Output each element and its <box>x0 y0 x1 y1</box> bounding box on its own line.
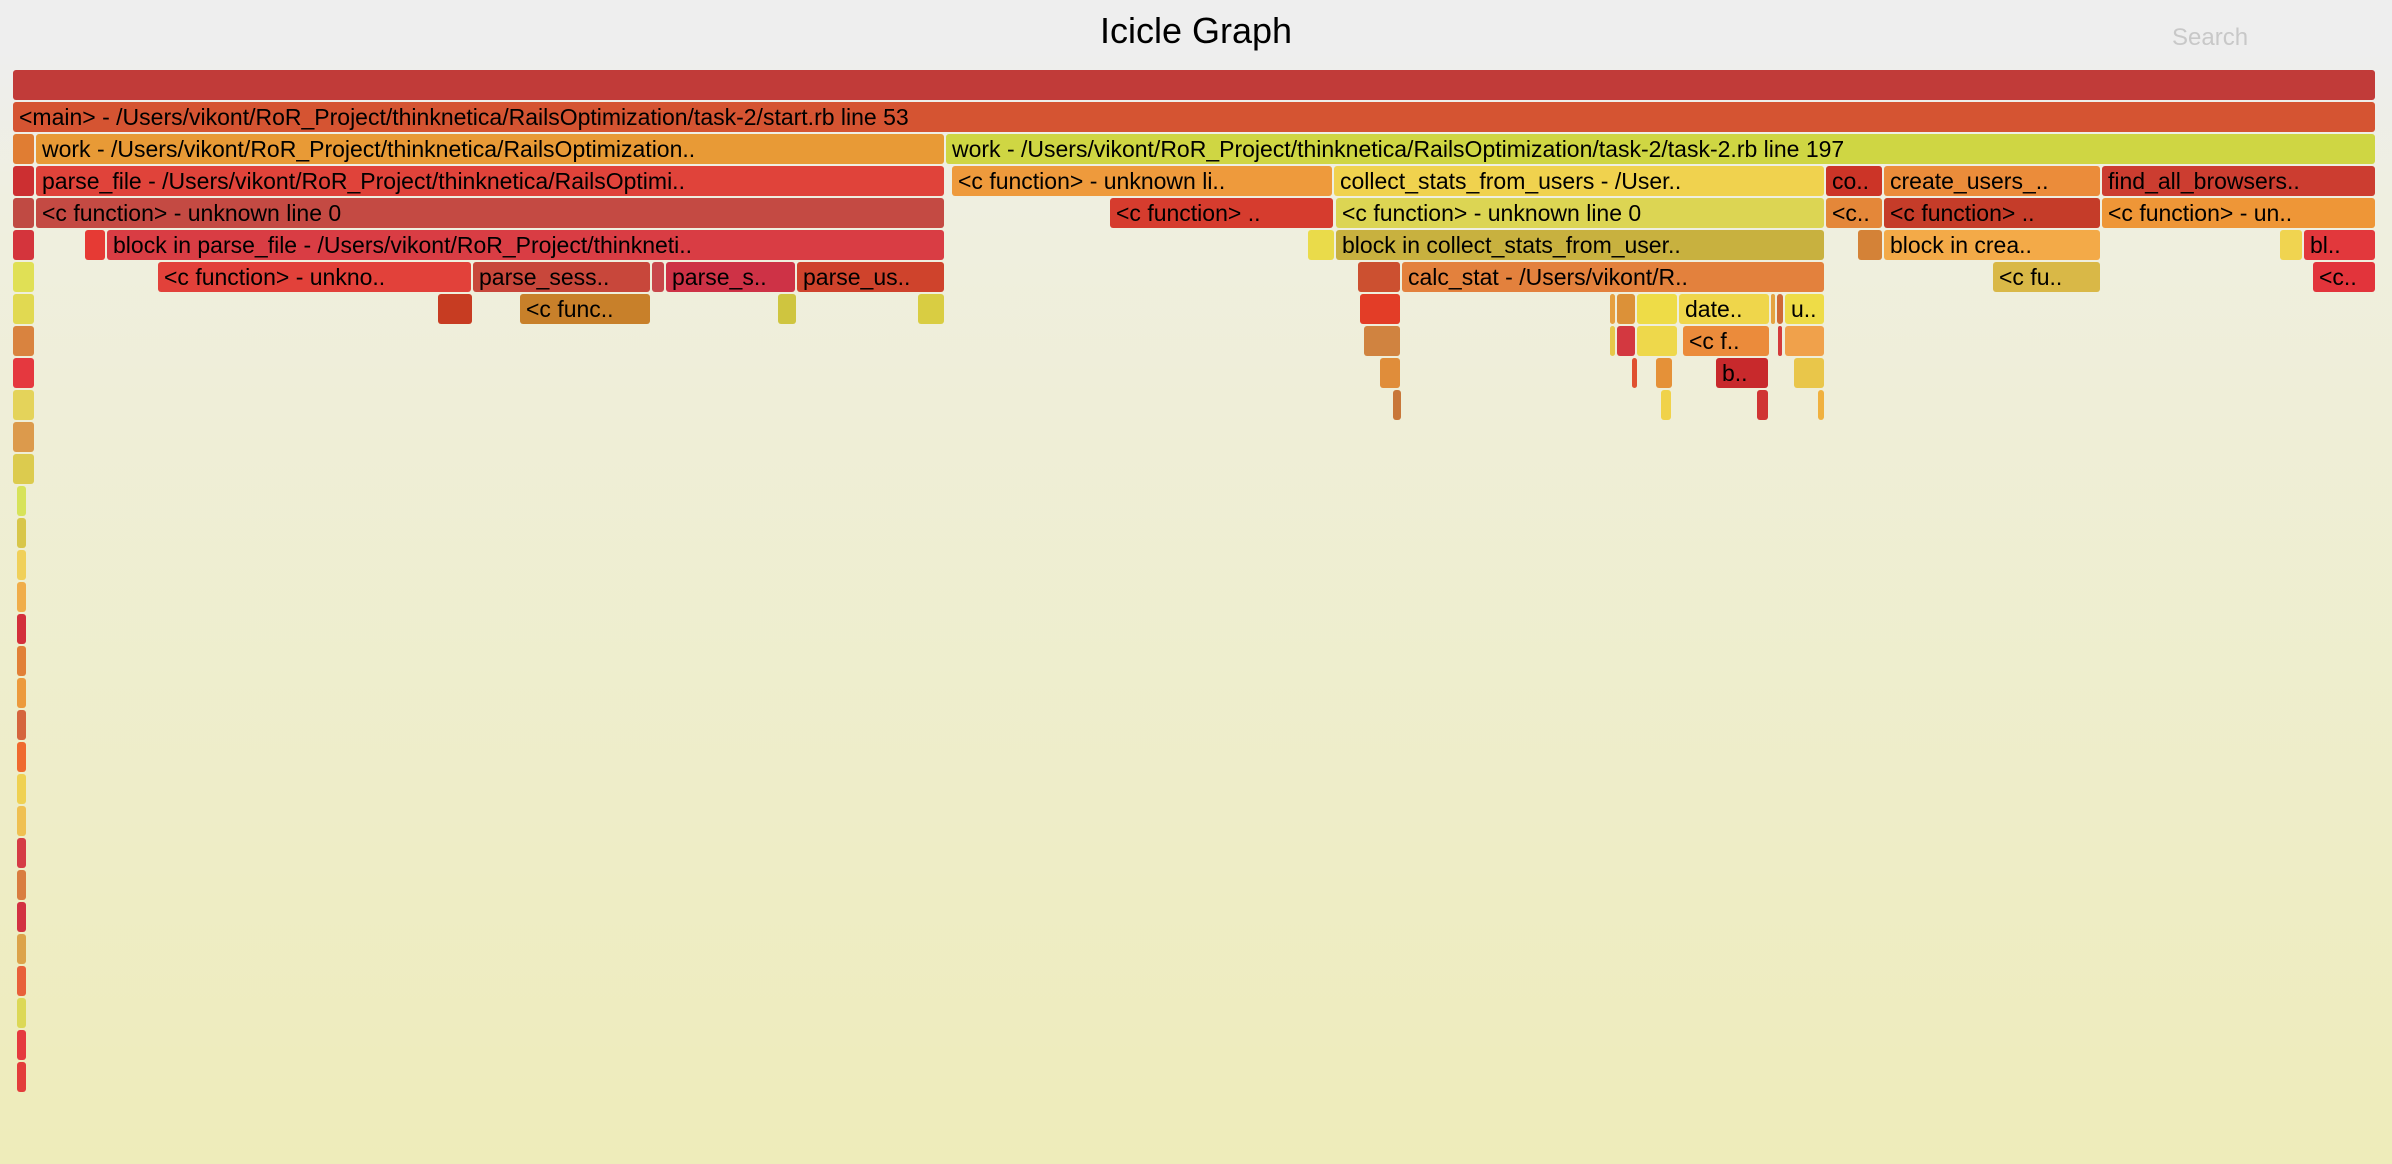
flame-frame[interactable] <box>2280 230 2302 260</box>
flame-frame[interactable]: <c.. <box>2313 262 2375 292</box>
flame-frame[interactable] <box>1777 294 1783 324</box>
flame-frame[interactable] <box>1778 326 1782 356</box>
flame-frame[interactable] <box>1393 390 1401 420</box>
flame-frame[interactable] <box>1360 294 1400 324</box>
flame-frame[interactable]: parse_sess.. <box>473 262 650 292</box>
flame-frame[interactable]: date.. <box>1679 294 1769 324</box>
flame-frame[interactable]: work - /Users/vikont/RoR_Project/thinkne… <box>946 134 2375 164</box>
flame-frame[interactable] <box>17 582 26 612</box>
flame-frame[interactable]: <c func.. <box>520 294 650 324</box>
flame-frame[interactable] <box>13 230 34 260</box>
flame-frame[interactable] <box>438 294 472 324</box>
flame-frame[interactable] <box>13 358 34 388</box>
flame-frame[interactable] <box>13 454 34 484</box>
flame-frame[interactable]: <c.. <box>1826 198 1882 228</box>
flame-frame[interactable]: bl.. <box>2304 230 2375 260</box>
flame-frame[interactable] <box>1785 326 1824 356</box>
flame-frame[interactable]: <c function> - unknown li.. <box>952 166 1332 196</box>
flame-frame[interactable]: block in crea.. <box>1884 230 2100 260</box>
flame-frame[interactable]: <c f.. <box>1683 326 1769 356</box>
flame-frame[interactable] <box>17 934 26 964</box>
flame-frame[interactable] <box>918 294 944 324</box>
flame-frame[interactable]: <c fu.. <box>1993 262 2100 292</box>
flame-frame[interactable]: create_users_.. <box>1884 166 2100 196</box>
flame-frame[interactable]: <main> - /Users/vikont/RoR_Project/think… <box>13 102 2375 132</box>
flame-frame[interactable] <box>13 166 34 196</box>
flame-frame[interactable] <box>778 294 796 324</box>
flame-frame[interactable] <box>1794 358 1824 388</box>
flame-frame[interactable] <box>17 966 26 996</box>
flame-frame[interactable] <box>652 262 664 292</box>
flame-frame[interactable] <box>1637 294 1677 324</box>
flame-frame[interactable]: b.. <box>1716 358 1768 388</box>
flame-frame[interactable] <box>1661 390 1671 420</box>
flame-frame[interactable] <box>17 518 26 548</box>
flame-frame[interactable] <box>17 806 26 836</box>
flame-frame[interactable]: <c function> .. <box>1110 198 1333 228</box>
flame-frame[interactable] <box>1617 326 1635 356</box>
flame-frame[interactable]: parse_us.. <box>797 262 944 292</box>
flame-frame[interactable]: collect_stats_from_users - /User.. <box>1334 166 1824 196</box>
flame-frame[interactable] <box>1380 358 1400 388</box>
flame-frame[interactable] <box>17 1030 26 1060</box>
flame-frame[interactable] <box>17 838 26 868</box>
flame-frame[interactable] <box>17 486 26 516</box>
search-input[interactable] <box>2170 20 2374 56</box>
page-title: Icicle Graph <box>1099 10 1293 51</box>
flame-frame[interactable] <box>17 870 26 900</box>
flame-frame[interactable] <box>17 1062 26 1092</box>
flame-frame[interactable] <box>1632 358 1637 388</box>
flame-frame[interactable]: u.. <box>1785 294 1824 324</box>
flame-frame[interactable] <box>1358 262 1400 292</box>
flame-frame[interactable] <box>1364 326 1400 356</box>
flame-frame[interactable] <box>13 422 34 452</box>
flame-frame[interactable] <box>17 774 26 804</box>
flame-frame[interactable] <box>85 230 105 260</box>
flame-frame[interactable]: calc_stat - /Users/vikont/R.. <box>1402 262 1824 292</box>
flame-frame[interactable] <box>13 70 2375 100</box>
flame-frame[interactable] <box>1610 326 1615 356</box>
flame-frame[interactable] <box>17 550 26 580</box>
flame-frame[interactable]: work - /Users/vikont/RoR_Project/thinkne… <box>36 134 944 164</box>
flame-frame[interactable]: co.. <box>1826 166 1882 196</box>
flame-frame[interactable] <box>17 902 26 932</box>
flame-frame[interactable] <box>13 294 34 324</box>
flame-frame[interactable] <box>17 742 26 772</box>
flame-frame[interactable] <box>1617 294 1635 324</box>
flame-frame[interactable] <box>1757 390 1768 420</box>
flame-frame[interactable] <box>17 710 26 740</box>
flame-frame[interactable]: parse_s.. <box>666 262 795 292</box>
flame-frame[interactable] <box>13 262 34 292</box>
flame-frame[interactable] <box>1637 326 1677 356</box>
flame-frame[interactable] <box>1771 294 1775 324</box>
flame-frame[interactable] <box>13 390 34 420</box>
flame-frame[interactable]: block in parse_file - /Users/vikont/RoR_… <box>107 230 944 260</box>
flame-frame[interactable] <box>13 198 34 228</box>
flame-frame[interactable]: parse_file - /Users/vikont/RoR_Project/t… <box>36 166 944 196</box>
flame-frame[interactable] <box>1858 230 1882 260</box>
flame-frame[interactable] <box>1308 230 1334 260</box>
flame-frame[interactable]: find_all_browsers.. <box>2102 166 2375 196</box>
flame-frame[interactable]: <c function> .. <box>1884 198 2100 228</box>
flame-frame[interactable] <box>1610 294 1615 324</box>
flame-frame[interactable] <box>17 678 26 708</box>
flame-frame[interactable] <box>17 646 26 676</box>
flame-frame[interactable]: <c function> - unkno.. <box>158 262 471 292</box>
flame-frame[interactable] <box>1818 390 1824 420</box>
flame-frame[interactable] <box>1656 358 1672 388</box>
flame-frame[interactable]: <c function> - unknown line 0 <box>1336 198 1824 228</box>
flame-frame[interactable] <box>17 614 26 644</box>
flame-frame[interactable] <box>13 134 34 164</box>
flame-frame[interactable]: <c function> - unknown line 0 <box>36 198 944 228</box>
flame-frame[interactable] <box>17 998 26 1028</box>
flame-frame[interactable]: <c function> - un.. <box>2102 198 2375 228</box>
flame-frame[interactable]: block in collect_stats_from_user.. <box>1336 230 1824 260</box>
flame-frame[interactable] <box>13 326 34 356</box>
